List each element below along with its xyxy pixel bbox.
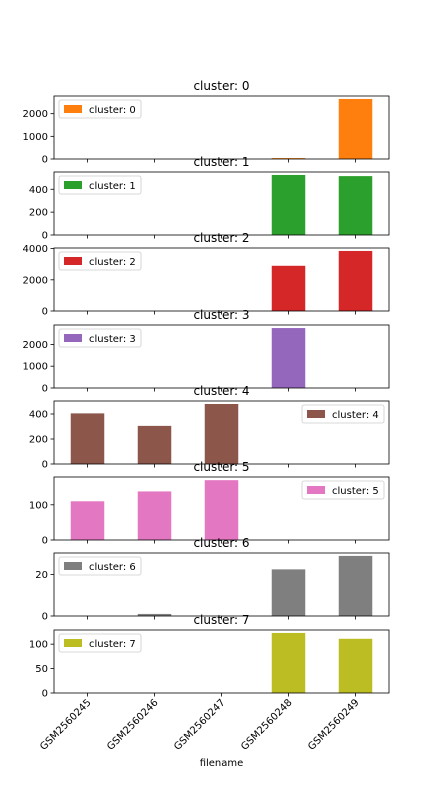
x-tick-label-3: GSM2560248 xyxy=(239,697,294,752)
legend-label-2: cluster: 2 xyxy=(89,257,136,268)
y-tick-label-4-2: 400 xyxy=(29,410,48,421)
y-tick-label-3-0: 0 xyxy=(42,384,48,395)
bar-panel-4-2 xyxy=(204,404,239,464)
y-tick-label-2-1: 2000 xyxy=(23,275,48,286)
bar-panel-6-4 xyxy=(338,555,373,616)
bar-panel-7-3 xyxy=(271,632,306,693)
legend-box-0 xyxy=(58,99,142,119)
legend-box-5 xyxy=(301,480,385,500)
legend-swatch-5 xyxy=(307,486,325,494)
y-tick-label-7-0: 0 xyxy=(42,689,48,700)
bar-panel-0-4 xyxy=(338,98,373,159)
panel-title-6: cluster: 6 xyxy=(193,536,249,550)
y-tick-label-0-2: 2000 xyxy=(23,109,48,120)
y-tick-label-7-2: 100 xyxy=(29,640,48,651)
x-tick-label-1: GSM2560246 xyxy=(105,697,160,752)
panel-title-3: cluster: 3 xyxy=(193,308,249,322)
bar-panel-3-3 xyxy=(271,328,306,388)
y-tick-label-3-2: 2000 xyxy=(23,340,48,351)
panel-title-4: cluster: 4 xyxy=(193,384,249,398)
legend-box-3 xyxy=(58,328,142,348)
y-tick-label-1-1: 200 xyxy=(29,208,48,219)
legend-label-1: cluster: 1 xyxy=(89,181,136,192)
x-axis-label: filename xyxy=(200,758,244,769)
legend-box-7 xyxy=(58,633,142,653)
legend-swatch-4 xyxy=(307,410,325,418)
panel-title-0: cluster: 0 xyxy=(193,79,249,93)
y-tick-label-0-0: 0 xyxy=(42,155,48,166)
legend-label-3: cluster: 3 xyxy=(89,334,136,345)
bar-panel-2-4 xyxy=(338,250,373,311)
y-tick-label-1-2: 400 xyxy=(29,185,48,196)
bar-panel-1-4 xyxy=(338,176,373,235)
y-tick-label-2-0: 0 xyxy=(42,307,48,318)
bar-panel-0-3 xyxy=(271,158,306,159)
y-tick-label-6-1: 20 xyxy=(35,570,48,581)
legend-label-4: cluster: 4 xyxy=(332,410,379,421)
legend-label-0: cluster: 0 xyxy=(89,105,136,116)
legend-label-7: cluster: 7 xyxy=(89,639,136,650)
y-tick-label-7-1: 50 xyxy=(35,664,48,675)
legend-box-2 xyxy=(58,251,142,271)
x-tick-label-2: GSM2560247 xyxy=(172,697,227,752)
legend-box-1 xyxy=(58,175,142,195)
bar-panel-6-3 xyxy=(271,569,306,616)
y-tick-label-4-1: 200 xyxy=(29,435,48,446)
bar-panel-2-3 xyxy=(271,265,306,311)
bar-panel-4-0 xyxy=(70,413,105,465)
panel-title-1: cluster: 1 xyxy=(193,155,249,169)
legend-swatch-1 xyxy=(64,181,82,189)
bar-panel-1-3 xyxy=(271,174,306,235)
y-tick-label-0-1: 1000 xyxy=(23,132,48,143)
y-tick-label-3-1: 1000 xyxy=(23,362,48,373)
legend-box-4 xyxy=(301,404,385,424)
legend-label-6: cluster: 6 xyxy=(89,562,136,573)
y-tick-label-5-0: 0 xyxy=(42,536,48,547)
x-tick-label-4: GSM2560249 xyxy=(306,697,361,752)
bar-panel-4-1 xyxy=(137,425,172,465)
panel-title-7: cluster: 7 xyxy=(193,613,249,627)
bar-panel-6-1 xyxy=(137,613,172,616)
x-tick-label-0: GSM2560245 xyxy=(38,697,93,752)
legend-box-6 xyxy=(58,556,142,576)
legend-label-5: cluster: 5 xyxy=(332,486,379,497)
panel-title-5: cluster: 5 xyxy=(193,460,249,474)
bar-panel-5-0 xyxy=(70,501,105,540)
bar-panel-7-4 xyxy=(338,638,373,693)
bar-panel-5-2 xyxy=(204,480,239,540)
bar-panel-5-1 xyxy=(137,491,172,540)
y-tick-label-2-2: 4000 xyxy=(23,244,48,255)
panel-title-2: cluster: 2 xyxy=(193,231,249,245)
y-tick-label-5-1: 100 xyxy=(29,500,48,511)
legend-swatch-6 xyxy=(64,562,82,570)
y-tick-label-1-0: 0 xyxy=(42,231,48,242)
y-tick-label-4-0: 0 xyxy=(42,460,48,471)
legend-swatch-0 xyxy=(64,105,82,113)
y-tick-label-6-0: 0 xyxy=(42,612,48,623)
legend-swatch-2 xyxy=(64,257,82,265)
legend-swatch-7 xyxy=(64,639,82,647)
legend-swatch-3 xyxy=(64,334,82,342)
